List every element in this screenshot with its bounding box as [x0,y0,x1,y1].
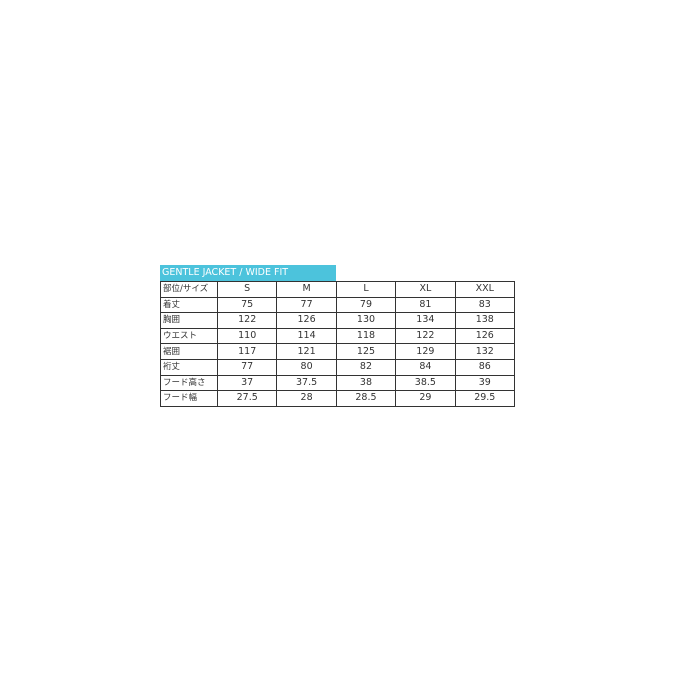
header-cell: M [276,281,337,298]
table-cell: 132 [454,343,516,360]
table-cell: 125 [335,343,397,360]
table-cell: 81 [395,296,456,314]
row-label: フード高さ [160,374,218,392]
table-cell: 121 [276,343,337,360]
table-row: フード幅 27.5 28 28.5 29 29.5 [160,390,516,407]
table-row: 胸囲 122 126 130 134 138 [160,312,516,329]
table-cell: 110 [216,327,278,345]
table-title: GENTLE JACKET / WIDE FIT [160,265,336,281]
table-cell: 77 [216,358,278,376]
header-cell: L [335,281,397,298]
table-cell: 122 [395,327,456,345]
table-cell: 126 [276,312,337,329]
row-label: ウエスト [160,327,218,345]
row-label: 胸囲 [160,312,218,329]
table-row: ウエスト 110 114 118 122 126 [160,327,516,345]
header-cell: S [216,281,278,298]
table-cell: 114 [276,327,337,345]
table-cell: 126 [454,327,516,345]
header-cell: XL [395,281,456,298]
table-cell: 83 [454,296,516,314]
table-cell: 122 [216,312,278,329]
row-label: 裾囲 [160,343,218,360]
table-row: 裾囲 117 121 125 129 132 [160,343,516,360]
header-cell: XXL [454,281,516,298]
row-label: 着丈 [160,296,218,314]
header-row: 部位/サイズ S M L XL XXL [160,281,516,298]
table-cell: 80 [276,358,337,376]
table-cell: 117 [216,343,278,360]
table-cell: 38 [335,374,397,392]
row-label: 裄丈 [160,358,218,376]
table-cell: 77 [276,296,337,314]
table-cell: 130 [335,312,397,329]
table-cell: 37.5 [276,374,337,392]
table-cell: 75 [216,296,278,314]
table-cell: 129 [395,343,456,360]
table-cell: 28 [276,390,337,407]
table-cell: 82 [335,358,397,376]
table-row: フード高さ 37 37.5 38 38.5 39 [160,374,516,392]
table-cell: 37 [216,374,278,392]
row-label: フード幅 [160,390,218,407]
table-cell: 28.5 [335,390,397,407]
table-cell: 138 [454,312,516,329]
size-table: 部位/サイズ S M L XL XXL 着丈 75 77 79 81 83 胸囲 122 126 130 134… [160,281,516,407]
table-cell: 79 [335,296,397,314]
table-cell: 86 [454,358,516,376]
table-cell: 29 [395,390,456,407]
table-cell: 29.5 [454,390,516,407]
table-row: 着丈 75 77 79 81 83 [160,296,516,314]
header-cell: 部位/サイズ [160,281,218,298]
table-cell: 118 [335,327,397,345]
table-cell: 39 [454,374,516,392]
table-row: 裄丈 77 80 82 84 86 [160,358,516,376]
table-cell: 38.5 [395,374,456,392]
table-cell: 134 [395,312,456,329]
table-cell: 27.5 [216,390,278,407]
table-cell: 84 [395,358,456,376]
